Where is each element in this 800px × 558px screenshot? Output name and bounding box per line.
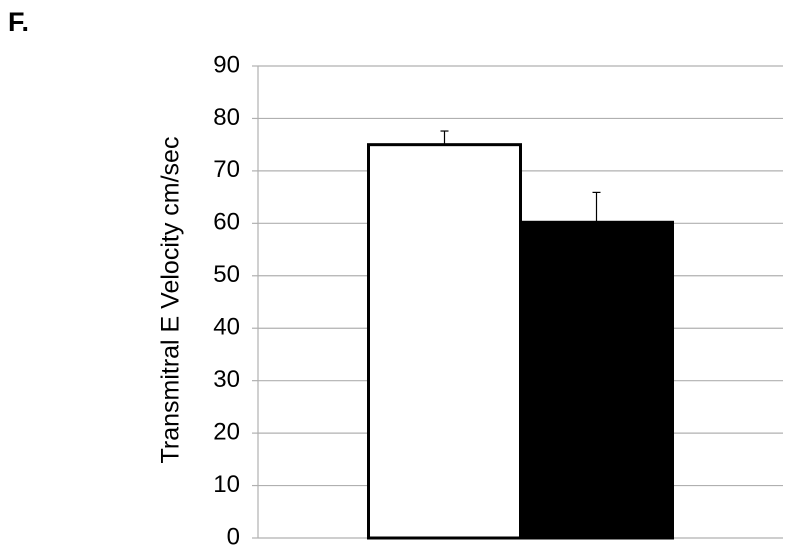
y-tick-label: 20 <box>213 418 240 445</box>
y-tick-label: 0 <box>227 523 240 550</box>
y-tick-label: 30 <box>213 366 240 393</box>
y-tick-label: 80 <box>213 104 240 131</box>
y-axis-label: Transmitral E Velocity cm/sec <box>157 137 185 464</box>
y-tick-label: 50 <box>213 261 240 288</box>
y-tick-label: 10 <box>213 471 240 498</box>
y-tick-label: 70 <box>213 156 240 183</box>
bar <box>519 220 674 540</box>
bar <box>367 143 522 540</box>
panel-label: F. <box>8 7 29 37</box>
y-tick-label: 40 <box>213 314 240 341</box>
y-tick-label: 60 <box>213 209 240 236</box>
y-tick-label: 90 <box>213 51 240 78</box>
